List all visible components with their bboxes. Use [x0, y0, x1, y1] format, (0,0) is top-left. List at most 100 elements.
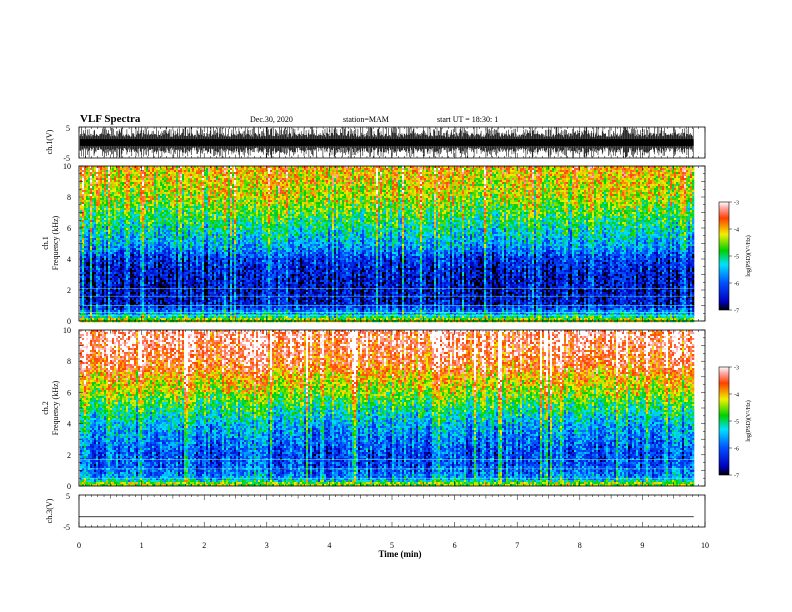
spectrogram-cell	[120, 210, 122, 212]
spectrogram-cell	[140, 186, 142, 188]
spectrogram-cell	[92, 228, 94, 230]
spectrogram-cell	[88, 220, 90, 222]
spectrogram-cell	[112, 300, 114, 302]
spectrogram-cell	[142, 218, 144, 220]
spectrogram-cell	[140, 250, 142, 252]
spectrogram-cell	[130, 280, 132, 282]
spectrogram-cell	[124, 306, 126, 308]
spectrogram-cell	[98, 272, 100, 274]
spectrogram-cell	[102, 206, 104, 208]
spectrogram-cell	[132, 232, 134, 234]
spectrogram-cell	[124, 242, 126, 244]
spectrogram-cell	[92, 248, 94, 250]
spectrogram-cell	[92, 168, 94, 170]
spectrogram-cell	[142, 198, 144, 200]
spectrogram-cell	[106, 200, 108, 202]
spectrogram-cell	[98, 264, 100, 266]
spectrogram-cell	[102, 240, 104, 242]
spectrogram-cell	[88, 236, 90, 238]
spectrogram-cell	[142, 284, 144, 286]
spectrogram-cell	[124, 232, 126, 234]
spectrogram-cell	[110, 266, 112, 268]
spectrogram-cell	[92, 300, 94, 302]
spectrogram-cell	[138, 316, 140, 318]
spectrogram-cell	[142, 194, 144, 196]
spectrogram-cell	[128, 214, 130, 216]
spectrogram-cell	[134, 192, 136, 194]
spectrogram-cell	[110, 272, 112, 274]
spectrogram-cell	[106, 190, 108, 192]
spectrogram-cell	[88, 258, 90, 260]
spectrogram-cell	[136, 190, 138, 192]
spectrogram-cell	[100, 278, 102, 280]
spectrogram-cell	[138, 240, 140, 242]
spectrogram-cell	[116, 252, 118, 254]
spectrogram-cell	[86, 186, 88, 188]
spectrogram-cell	[136, 224, 138, 226]
spectrogram-cell	[80, 204, 82, 206]
spectrogram-cell	[86, 214, 88, 216]
spectrogram-cell	[126, 278, 128, 280]
spectrogram-cell	[96, 202, 98, 204]
spectrogram-cell	[118, 196, 120, 198]
spectrogram-cell	[84, 250, 86, 252]
spectrogram-cell	[106, 264, 108, 266]
spectrogram-cell	[126, 292, 128, 294]
spectrogram-cell	[110, 214, 112, 216]
spectrogram-cell	[82, 266, 84, 268]
spectrogram-cell	[88, 280, 90, 282]
spectrogram-cell	[98, 210, 100, 212]
spectrogram-cell	[86, 228, 88, 230]
spectrogram-cell	[82, 260, 84, 262]
spectrogram-cell	[138, 168, 140, 170]
spectrogram-cell	[138, 292, 140, 294]
spectrogram-cell	[118, 298, 120, 300]
spectrogram-cell	[82, 298, 84, 300]
spectrogram-cell	[102, 208, 104, 210]
spectrogram-cell	[118, 198, 120, 200]
spectrogram-cell	[82, 286, 84, 288]
spectrogram-cell	[80, 244, 82, 246]
spectrogram-cell	[98, 260, 100, 262]
spectrogram-cell	[96, 190, 98, 192]
spectrogram-cell	[82, 206, 84, 208]
spectrogram-cell	[96, 256, 98, 258]
spectrogram-cell	[92, 238, 94, 240]
spectrogram-cell	[96, 174, 98, 176]
spectrogram-cell	[132, 224, 134, 226]
spectrogram-cell	[90, 228, 92, 230]
spectrogram-cell	[126, 268, 128, 270]
spectrogram-cell	[88, 170, 90, 172]
spectrogram-cell	[140, 216, 142, 218]
spectrogram-cell	[126, 276, 128, 278]
spectrogram-cell	[112, 198, 114, 200]
spectrogram-cell	[120, 254, 122, 256]
spectrogram-cell	[100, 274, 102, 276]
spectrogram-cell	[134, 266, 136, 268]
spectrogram-cell	[100, 302, 102, 304]
spectrogram-cell	[102, 308, 104, 310]
spectrogram-cell	[118, 224, 120, 226]
spectrogram-cell	[104, 266, 106, 268]
spectrogram-cell	[80, 210, 82, 212]
spectrogram-cell	[116, 202, 118, 204]
spectrogram-cell	[114, 278, 116, 280]
spectrogram-cell	[138, 264, 140, 266]
spectrogram-cell	[102, 182, 104, 184]
spectrogram-cell	[136, 240, 138, 242]
spectrogram-cell	[84, 298, 86, 300]
spectrogram-cell	[122, 214, 124, 216]
spectrogram-cell	[142, 258, 144, 260]
spectrogram-cell	[104, 190, 106, 192]
spectrogram-cell	[88, 316, 90, 318]
spectrogram-cell	[110, 204, 112, 206]
spectrogram-cell	[108, 198, 110, 200]
spectrogram-cell	[92, 264, 94, 266]
spectrogram-cell	[112, 274, 114, 276]
spectrogram-cell	[100, 190, 102, 192]
spectrogram-cell	[114, 282, 116, 284]
spectrogram-cell	[132, 210, 134, 212]
spectrogram-cell	[136, 264, 138, 266]
spectrogram-cell	[126, 198, 128, 200]
spectrogram-cell	[122, 228, 124, 230]
